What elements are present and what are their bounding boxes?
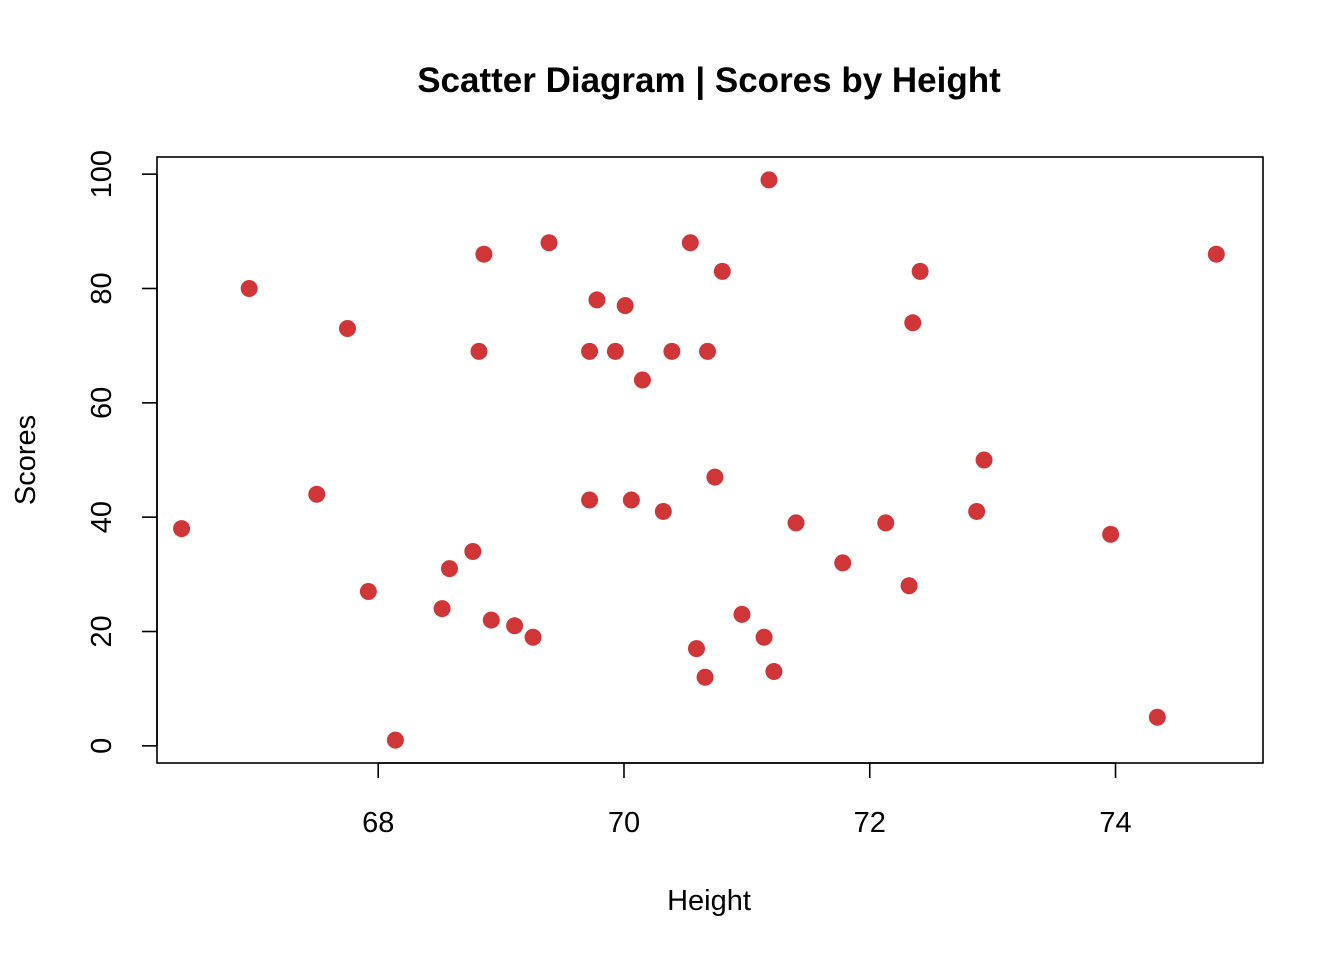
data-point <box>696 668 714 686</box>
x-axis-label: Height <box>667 885 751 917</box>
y-tick-label: 80 <box>86 272 118 304</box>
data-point <box>699 342 717 360</box>
data-point <box>663 342 681 360</box>
y-axis-label: Scores <box>10 415 42 505</box>
data-point <box>240 279 258 297</box>
data-point <box>622 491 640 509</box>
data-point <box>173 520 191 538</box>
data-point <box>968 502 986 520</box>
data-point <box>733 605 751 623</box>
data-point <box>440 560 458 578</box>
data-point <box>765 663 783 681</box>
data-point <box>386 731 404 749</box>
data-point <box>1207 245 1225 263</box>
x-tick-label: 70 <box>608 807 640 839</box>
data-point <box>581 491 599 509</box>
data-point <box>975 451 993 469</box>
data-point <box>464 542 482 560</box>
data-point <box>713 262 731 280</box>
data-point <box>755 628 773 646</box>
data-point <box>900 577 918 595</box>
y-tick-label: 100 <box>86 150 118 198</box>
data-point <box>760 171 778 189</box>
data-point <box>1102 525 1120 543</box>
data-point <box>524 628 542 646</box>
data-point <box>877 514 895 532</box>
data-point <box>588 291 606 309</box>
data-point <box>911 262 929 280</box>
data-point <box>681 234 699 252</box>
data-point <box>654 502 672 520</box>
data-point <box>616 297 634 315</box>
data-point <box>475 245 493 263</box>
y-tick-label: 40 <box>86 501 118 533</box>
data-point <box>687 640 705 658</box>
y-tick-label: 20 <box>86 615 118 647</box>
x-tick-label: 68 <box>362 807 394 839</box>
y-tick-label: 60 <box>86 387 118 419</box>
data-point <box>540 234 558 252</box>
data-point <box>706 468 724 486</box>
x-tick-label: 72 <box>854 807 886 839</box>
data-point <box>506 617 524 635</box>
data-point <box>834 554 852 572</box>
data-point <box>470 342 488 360</box>
data-point <box>338 320 356 338</box>
data-point <box>787 514 805 532</box>
x-axis: 68 70 72 74 <box>362 762 1132 839</box>
data-point <box>359 582 377 600</box>
x-tick-label: 74 <box>1099 807 1131 839</box>
y-tick-label: 0 <box>86 738 118 754</box>
data-point <box>633 371 651 389</box>
data-point <box>1148 708 1166 726</box>
data-point <box>308 485 326 503</box>
y-axis: 0 20 40 60 80 100 <box>86 150 158 754</box>
data-points <box>173 171 1225 749</box>
data-point <box>581 342 599 360</box>
data-point <box>433 600 451 618</box>
data-point <box>606 342 624 360</box>
chart-title: Scatter Diagram | Scores by Height <box>417 61 1001 100</box>
data-point <box>482 611 500 629</box>
data-point <box>904 314 922 332</box>
